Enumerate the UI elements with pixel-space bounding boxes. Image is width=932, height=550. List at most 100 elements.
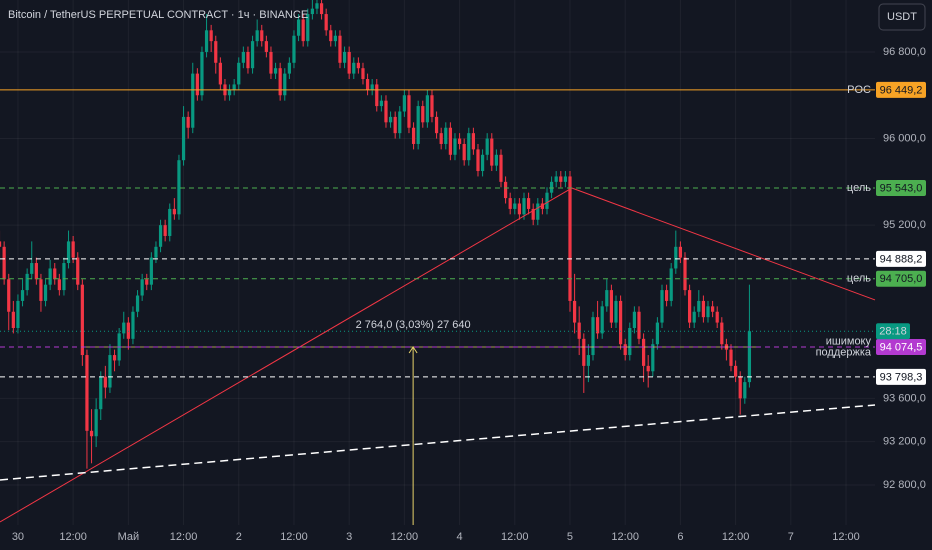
candle-body	[80, 284, 84, 356]
candle-body	[393, 116, 397, 134]
x-tick-label: 12:00	[832, 531, 860, 543]
candle-body	[214, 41, 218, 63]
candle-body	[490, 138, 494, 166]
candle-body	[733, 365, 738, 377]
measure-label: 2 764,0 (3,03%) 27 640	[356, 319, 471, 331]
candle-body	[375, 84, 379, 107]
level-tag-label: 96 449,2	[880, 84, 923, 96]
level-name: цель	[847, 273, 871, 285]
x-tick-label: 12:00	[170, 531, 198, 543]
candle-body	[444, 127, 448, 144]
candle-body	[103, 376, 107, 388]
candle-body	[379, 100, 383, 107]
candle-body	[94, 409, 98, 437]
x-tick-label: 3	[346, 531, 352, 543]
candle-body	[545, 192, 549, 209]
candle-body	[416, 106, 420, 144]
candle-body	[430, 95, 434, 117]
candle-body	[85, 355, 89, 431]
candle-body	[53, 268, 57, 280]
level-tag-label: 95 543,0	[880, 182, 923, 194]
candle-body	[586, 355, 591, 366]
candle-body	[697, 300, 701, 312]
level-tag-label: 94 888,2	[880, 253, 923, 265]
candle-body	[595, 317, 600, 334]
candle-body	[743, 382, 747, 399]
candle-body	[2, 246, 6, 280]
level-name: цель	[847, 182, 871, 194]
candle-body	[480, 154, 485, 172]
candle-body	[646, 365, 650, 372]
candle-body	[729, 349, 733, 366]
candle-body	[651, 344, 655, 372]
candle-body	[181, 116, 186, 161]
candle-body	[411, 127, 416, 144]
candle-body	[421, 106, 425, 123]
candle-body	[471, 133, 475, 150]
candle-body	[582, 338, 586, 366]
countdown: 28:18	[879, 326, 907, 338]
y-tick-label: 92 800,0	[883, 479, 926, 491]
candle-body	[605, 290, 609, 307]
candle-body	[319, 3, 324, 15]
candle-body	[632, 311, 637, 328]
candle-body	[462, 143, 466, 161]
candle-body	[195, 73, 199, 96]
x-tick-label: 12:00	[391, 531, 419, 543]
candle-body	[540, 203, 544, 209]
y-tick-label: 96 000,0	[883, 132, 926, 144]
candle-body	[145, 279, 149, 285]
candle-body	[692, 311, 696, 323]
candle-body	[140, 279, 144, 296]
candle-body	[301, 19, 305, 42]
trend-line	[0, 404, 876, 481]
candle-body	[324, 14, 328, 31]
candle-body	[720, 322, 724, 345]
candle-body	[402, 95, 406, 112]
candle-body	[241, 51, 245, 63]
candle-body	[568, 176, 572, 301]
candle-body	[687, 290, 692, 323]
x-tick-label: 7	[788, 531, 794, 543]
candle-body	[559, 176, 563, 182]
candle-body	[158, 225, 163, 247]
candle-body	[191, 73, 195, 128]
candle-body	[356, 62, 360, 69]
candle-body	[384, 100, 388, 123]
candle-body	[618, 300, 623, 345]
candle-body	[683, 257, 687, 291]
candle-body	[89, 430, 94, 437]
candle-body	[747, 331, 752, 383]
candle-body	[342, 51, 347, 63]
candle-body	[237, 62, 241, 85]
candle-body	[39, 279, 43, 301]
x-tick-label: 12:00	[611, 531, 639, 543]
candle-body	[269, 51, 273, 74]
candle-body	[255, 30, 259, 42]
candle-body	[485, 138, 489, 155]
candle-body	[398, 111, 402, 134]
candle-body	[572, 300, 577, 323]
candle-body	[660, 290, 664, 323]
candle-body	[664, 290, 669, 301]
level-name: POC	[847, 84, 871, 96]
level-tag	[876, 180, 926, 197]
candle-body	[641, 338, 646, 366]
candle-body	[513, 203, 517, 209]
x-tick-label: 4	[457, 531, 463, 543]
candle-body	[66, 241, 71, 264]
level-name: ишимоку	[826, 335, 872, 347]
currency-button[interactable]	[878, 3, 926, 31]
level-tag	[876, 250, 926, 267]
currency-label[interactable]: USDT	[887, 11, 917, 23]
candle-body	[112, 355, 117, 361]
measure-arrow-head	[408, 346, 418, 354]
candle-body	[706, 306, 710, 318]
trend-line	[0, 187, 573, 523]
candle-body	[43, 284, 48, 301]
candle-body	[168, 208, 172, 236]
candle-body	[108, 355, 112, 388]
level-tag-label: 94 074,5	[880, 341, 923, 353]
candle-body	[439, 133, 443, 144]
